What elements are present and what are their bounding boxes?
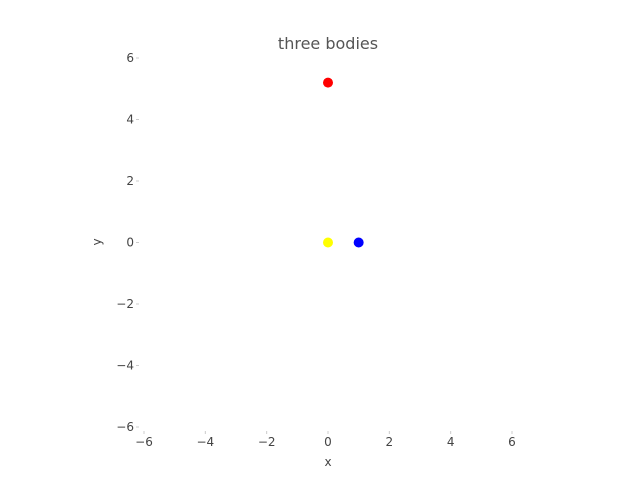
y-axis-label: y bbox=[90, 238, 104, 245]
y-tick-label: −4 bbox=[116, 359, 134, 373]
y-tick-label: 4 bbox=[126, 113, 134, 127]
x-tick-label: −4 bbox=[196, 435, 214, 449]
x-tick-label: 0 bbox=[324, 435, 332, 449]
body-point-2 bbox=[323, 237, 333, 248]
x-axis-label: x bbox=[324, 455, 331, 469]
y-tick-label: 2 bbox=[126, 174, 134, 188]
x-tick-label: 4 bbox=[447, 435, 455, 449]
x-tick-label: 2 bbox=[386, 435, 394, 449]
y-tick-label: 0 bbox=[126, 236, 134, 250]
x-tick-label: 6 bbox=[508, 435, 516, 449]
y-tick-label: −6 bbox=[116, 420, 134, 434]
y-tick-label: −2 bbox=[116, 297, 134, 311]
body-point-1 bbox=[323, 77, 333, 88]
chart-title: three bodies bbox=[278, 34, 378, 53]
y-axis-ticks: −6 −4 −2 0 2 4 6 bbox=[116, 51, 139, 434]
data-points bbox=[323, 77, 364, 248]
x-axis-ticks: −6 −4 −2 0 2 4 6 bbox=[135, 431, 516, 449]
body-point-3 bbox=[353, 237, 364, 248]
x-tick-label: −2 bbox=[258, 435, 276, 449]
x-tick-label: −6 bbox=[135, 435, 153, 449]
y-tick-label: 6 bbox=[126, 51, 134, 65]
